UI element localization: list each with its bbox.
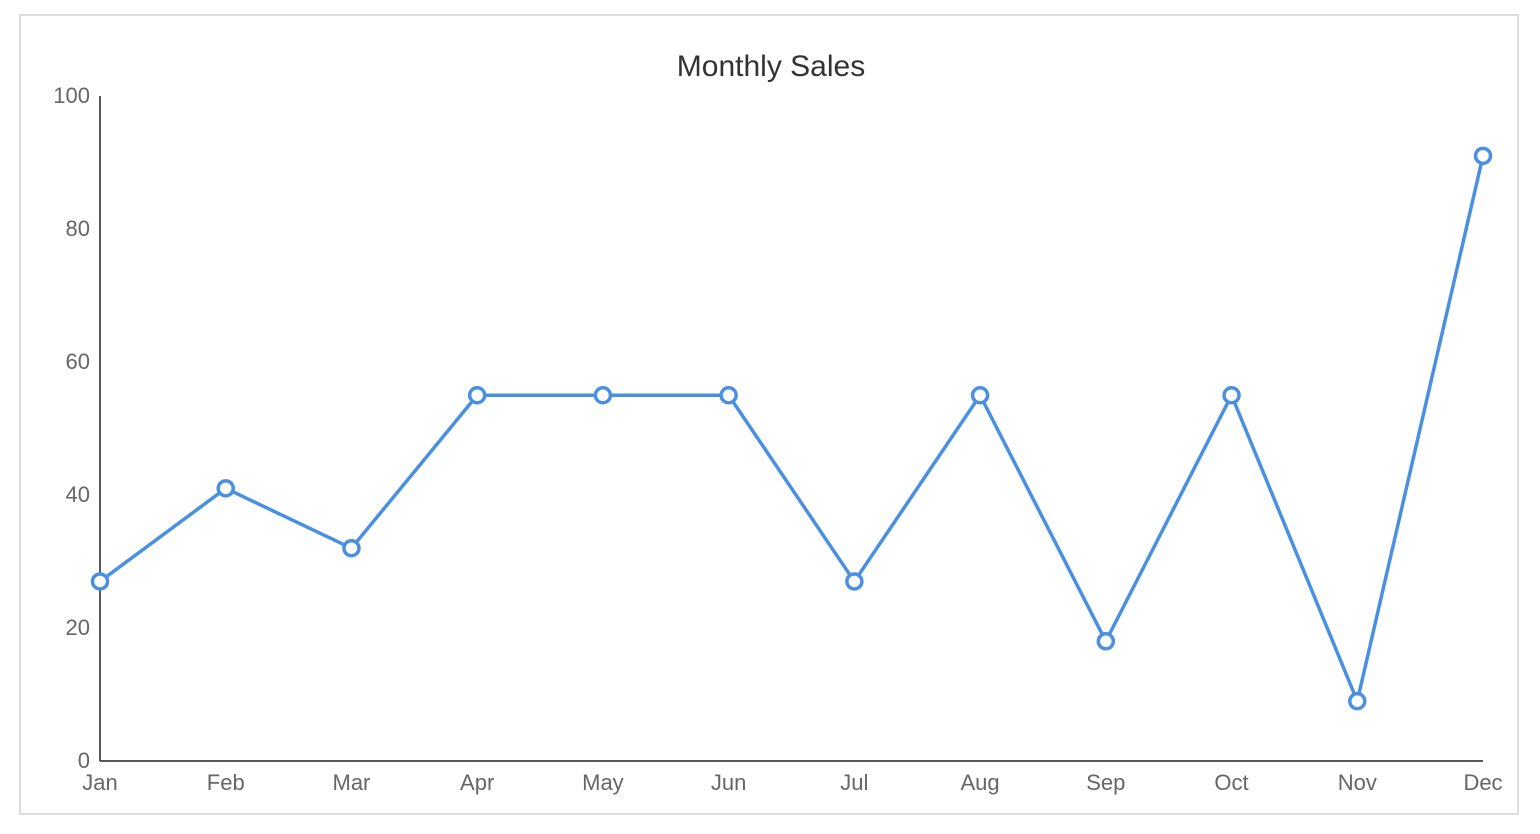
data-point-nov[interactable] (1348, 691, 1367, 711)
x-tick-label: Nov (1338, 770, 1377, 795)
x-tick-label: Mar (333, 770, 371, 795)
x-tick-label: Jan (82, 770, 117, 795)
y-tick-label: 80 (66, 216, 90, 241)
y-tick-labels: 0 20 40 60 80 100 (53, 83, 90, 773)
x-tick-labels: Jan Feb Mar Apr May Jun Jul Aug Sep Oct Nov Dec (82, 770, 1502, 795)
x-tick-label: Apr (460, 770, 494, 795)
data-point-jul[interactable] (845, 572, 864, 591)
x-tick-label: Jun (711, 770, 746, 795)
data-point-dec[interactable] (1473, 146, 1493, 166)
x-tick-label: Feb (207, 770, 245, 795)
data-point-jun[interactable] (719, 386, 738, 405)
data-point-feb[interactable] (216, 479, 235, 498)
y-tick-label: 100 (53, 83, 90, 108)
data-point-may[interactable] (593, 386, 613, 405)
y-tick-label: 20 (66, 615, 90, 640)
data-point-apr[interactable] (467, 386, 487, 405)
series-line (98, 154, 1485, 703)
x-tick-label: Jul (840, 770, 868, 795)
x-tick-label: Sep (1086, 770, 1125, 795)
x-tick-label: Oct (1214, 770, 1248, 795)
y-tick-label: 0 (78, 748, 90, 773)
chart-frame (19, 14, 1519, 815)
x-tick-label: Aug (961, 770, 1000, 795)
data-point-oct[interactable] (1222, 386, 1241, 405)
data-point-sep[interactable] (1096, 632, 1116, 651)
data-point-jan[interactable] (90, 572, 110, 591)
chart-title: Monthly Sales (677, 50, 865, 83)
series-group (90, 146, 1493, 711)
x-tick-label: May (582, 770, 624, 795)
data-point-aug[interactable] (970, 386, 990, 405)
data-point-mar[interactable] (342, 538, 361, 558)
y-tick-label: 40 (66, 482, 90, 507)
x-tick-label: Dec (1463, 770, 1502, 795)
y-tick-label: 60 (66, 349, 90, 374)
